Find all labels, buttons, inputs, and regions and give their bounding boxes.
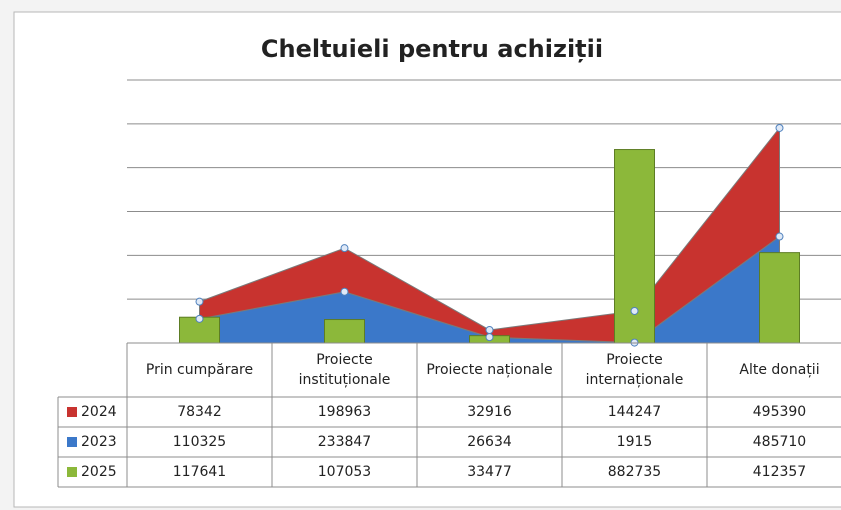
table-value: 485710 xyxy=(753,434,806,450)
legend-key xyxy=(67,437,77,447)
legend-key xyxy=(67,407,77,417)
table-value: 26634 xyxy=(467,434,512,450)
table-value: 107053 xyxy=(318,464,371,480)
point-marker xyxy=(485,325,494,334)
point-marker xyxy=(340,244,349,253)
table-header: Prin cumpărare xyxy=(146,362,253,378)
legend-label: 2023 xyxy=(81,434,117,450)
table-value: 117641 xyxy=(173,464,226,480)
table-value: 1915 xyxy=(617,434,653,450)
chart-title: Cheltuieli pentru achiziții xyxy=(261,35,603,63)
table-header: Proiecte instituționale xyxy=(299,352,391,388)
point-marker xyxy=(630,306,639,315)
point-marker xyxy=(485,333,494,342)
table-value: 78342 xyxy=(177,404,222,420)
table-value: 198963 xyxy=(318,404,371,420)
table-header: Proiecte naționale xyxy=(426,362,552,378)
table-value: 110325 xyxy=(173,434,226,450)
bar xyxy=(759,252,800,344)
table-value: 33477 xyxy=(467,464,512,480)
point-marker xyxy=(340,287,349,296)
plot-area: Prin cumpărare Proiecte instituționale Proi… xyxy=(57,79,841,488)
table-value: 233847 xyxy=(318,434,371,450)
table-value: 144247 xyxy=(608,404,661,420)
point-marker xyxy=(775,123,784,132)
point-marker xyxy=(195,314,204,323)
bar xyxy=(324,319,365,344)
table-value: 882735 xyxy=(608,464,661,480)
table-value: 412357 xyxy=(753,464,806,480)
table-header: Proiecte internaționale xyxy=(586,352,684,388)
point-marker xyxy=(775,232,784,241)
table-header: Alte donații xyxy=(739,362,819,378)
table-value: 495390 xyxy=(753,404,806,420)
legend-label: 2025 xyxy=(81,464,117,480)
legend-label: 2024 xyxy=(81,404,117,420)
table-value: 32916 xyxy=(467,404,512,420)
legend-key xyxy=(67,467,77,477)
point-marker xyxy=(195,297,204,306)
